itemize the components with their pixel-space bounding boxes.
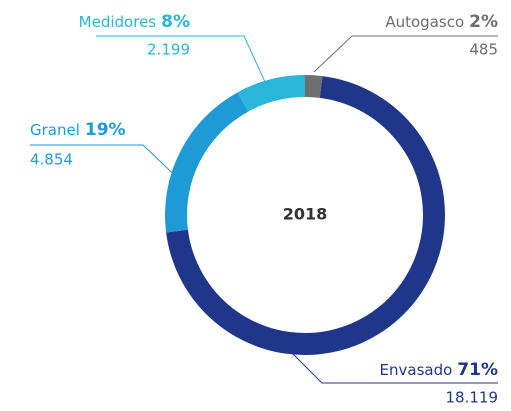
category-label: Medidores 8% xyxy=(79,12,190,32)
percent-label: 2% xyxy=(469,12,498,32)
count-label: 2.199 xyxy=(147,41,190,59)
category-label: Granel 19% xyxy=(30,120,126,140)
leader-line xyxy=(96,35,267,85)
center-label: 2018 xyxy=(283,205,328,224)
leader-line xyxy=(313,35,498,73)
count-label: 18.119 xyxy=(446,389,499,407)
leader-line xyxy=(284,345,498,384)
percent-label: 19% xyxy=(85,120,126,140)
donut-segment xyxy=(165,92,249,233)
category-name: Envasado xyxy=(380,361,453,379)
donut-segment xyxy=(237,75,305,112)
count-label: 485 xyxy=(469,41,498,59)
category-label: Autogasco 2% xyxy=(385,12,498,32)
category-name: Autogasco xyxy=(385,13,464,31)
category-label: Envasado 71% xyxy=(380,360,498,380)
percent-label: 8% xyxy=(161,12,190,32)
leader-line xyxy=(30,144,185,185)
percent-label: 71% xyxy=(457,360,498,380)
category-name: Medidores xyxy=(79,13,157,31)
donut-segment xyxy=(305,75,323,98)
category-name: Granel xyxy=(30,121,80,139)
count-label: 4.854 xyxy=(30,151,73,169)
